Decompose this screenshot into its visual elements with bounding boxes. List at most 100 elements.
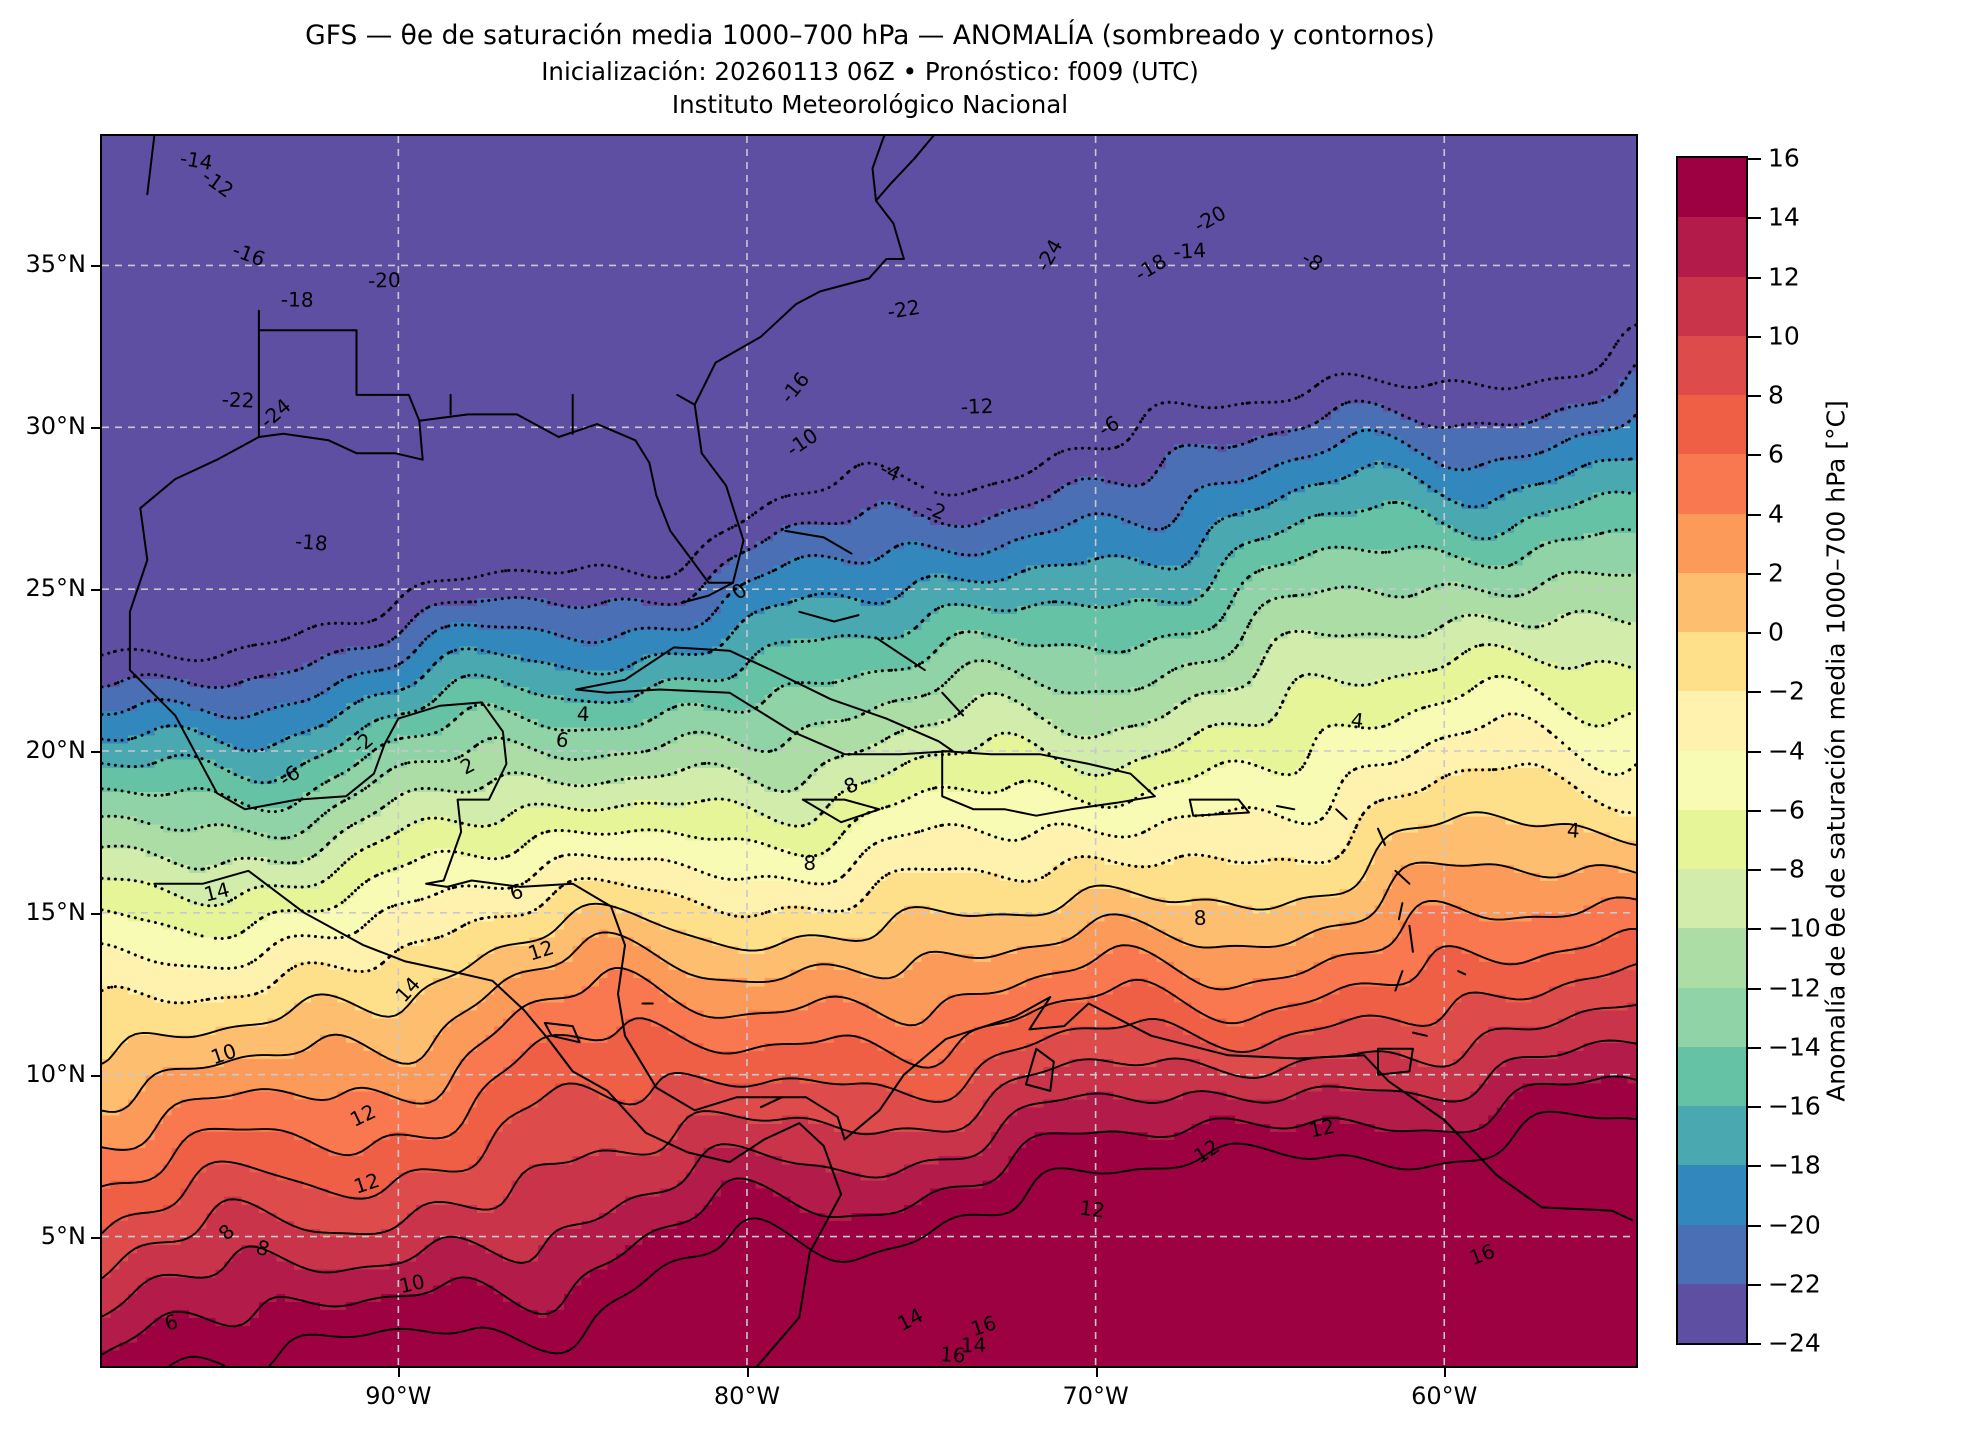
colorbar-tick-label: −12	[1768, 973, 1821, 1002]
x-tick-mark	[747, 1368, 749, 1377]
colorbar-band	[1678, 928, 1746, 987]
contour-label: 12	[1078, 1196, 1106, 1223]
colorbar-band	[1678, 1047, 1746, 1106]
x-tick-mark	[1444, 1368, 1446, 1377]
colorbar-tick-mark	[1748, 573, 1761, 575]
colorbar-band	[1678, 1106, 1746, 1165]
colorbar-tick-label: 8	[1768, 381, 1784, 410]
chart-subtitle: Inicialización: 20260113 06Z • Pronóstic…	[0, 55, 1740, 89]
contour-label: -14	[1173, 238, 1207, 264]
contour-label: -20	[368, 268, 401, 293]
colorbar-tick-mark	[1748, 1106, 1761, 1108]
x-tick-label: 80°W	[667, 1382, 827, 1410]
contour-label: -12	[960, 394, 993, 419]
colorbar-tick-mark	[1748, 395, 1761, 397]
contour-label: 4	[576, 702, 589, 726]
colorbar-band	[1678, 988, 1746, 1047]
y-tick-label: 35°N	[0, 250, 86, 278]
colorbar-tick-mark	[1748, 751, 1761, 753]
colorbar-tick-mark	[1748, 454, 1761, 456]
y-tick-mark	[91, 427, 100, 429]
contour-label: -18	[281, 287, 314, 312]
chart-title: GFS — θe de saturación media 1000–700 hP…	[0, 18, 1740, 55]
colorbar-tick-mark	[1748, 1284, 1761, 1286]
colorbar-band	[1678, 1225, 1746, 1284]
x-tick-label: 90°W	[318, 1382, 478, 1410]
x-tick-label: 60°W	[1364, 1382, 1524, 1410]
colorbar-band	[1678, 1165, 1746, 1224]
y-tick-label: 25°N	[0, 574, 86, 602]
colorbar-tick-label: 14	[1768, 203, 1800, 232]
colorbar-tick-label: −14	[1768, 1032, 1821, 1061]
y-tick-mark	[91, 1075, 100, 1077]
y-tick-mark	[91, 1237, 100, 1239]
colorbar-band	[1678, 514, 1746, 573]
map-plot-area: -24 -24 -22 -22 -20 -20 -18 -18 -18 -16 -16 -14 -14-…	[100, 134, 1638, 1368]
colorbar	[1676, 156, 1748, 1345]
colorbar-tick-mark	[1748, 869, 1761, 871]
y-tick-label: 20°N	[0, 736, 86, 764]
colorbar-tick-label: −18	[1768, 1151, 1821, 1180]
colorbar-tick-label: −2	[1768, 677, 1805, 706]
y-tick-label: 5°N	[0, 1222, 86, 1250]
colorbar-label: Anomalía de θe de saturación media 1000–…	[1822, 400, 1851, 1102]
colorbar-tick-label: 2	[1768, 558, 1784, 587]
chart-page: GFS — θe de saturación media 1000–700 hP…	[0, 0, 1980, 1440]
colorbar-tick-label: 6	[1768, 440, 1784, 469]
title-block: GFS — θe de saturación media 1000–700 hP…	[0, 18, 1740, 122]
colorbar-tick-label: −24	[1768, 1329, 1821, 1358]
y-tick-label: 30°N	[0, 412, 86, 440]
colorbar-band	[1678, 217, 1746, 276]
colorbar-band	[1678, 454, 1746, 513]
colorbar-tick-mark	[1748, 217, 1761, 219]
colorbar-tick-label: 16	[1768, 144, 1800, 173]
y-tick-mark	[91, 913, 100, 915]
colorbar-tick-label: −16	[1768, 1092, 1821, 1121]
colorbar-tick-label: −20	[1768, 1210, 1821, 1239]
colorbar-band	[1678, 1284, 1746, 1343]
colorbar-tick-mark	[1748, 810, 1761, 812]
contour-label: -22	[221, 387, 255, 412]
x-tick-mark	[398, 1368, 400, 1377]
colorbar-tick-mark	[1748, 336, 1761, 338]
colorbar-band	[1678, 632, 1746, 691]
colorbar-band	[1678, 573, 1746, 632]
colorbar-tick-label: 0	[1768, 618, 1784, 647]
contour-label: 8	[803, 851, 816, 875]
colorbar-tick-label: −4	[1768, 736, 1805, 765]
colorbar-band	[1678, 336, 1746, 395]
contour-label: 16	[939, 1342, 966, 1366]
colorbar-band	[1678, 810, 1746, 869]
map-field: -24-24-22-22-20-20-18-18-18-16-16-14-14-…	[102, 136, 1636, 1366]
colorbar-band	[1678, 395, 1746, 454]
colorbar-tick-label: −22	[1768, 1269, 1821, 1298]
colorbar-band	[1678, 751, 1746, 810]
colorbar-tick-mark	[1748, 988, 1761, 990]
y-tick-label: 10°N	[0, 1060, 86, 1088]
contour-label: 4	[1566, 818, 1580, 843]
colorbar-tick-label: 12	[1768, 262, 1800, 291]
colorbar-tick-label: 4	[1768, 499, 1784, 528]
chart-source: Instituto Meteorológico Nacional	[0, 88, 1740, 122]
colorbar-tick-mark	[1748, 928, 1761, 930]
colorbar-tick-label: −6	[1768, 795, 1805, 824]
colorbar-band	[1678, 277, 1746, 336]
colorbar-band	[1678, 691, 1746, 750]
colorbar-tick-mark	[1748, 1225, 1761, 1227]
colorbar-tick-mark	[1748, 277, 1761, 279]
colorbar-tick-mark	[1748, 1343, 1761, 1345]
colorbar-tick-label: −8	[1768, 855, 1805, 884]
contour-label: -18	[294, 529, 329, 556]
colorbar-band	[1678, 869, 1746, 928]
colorbar-tick-mark	[1748, 514, 1761, 516]
colorbar-tick-mark	[1748, 158, 1761, 160]
x-tick-mark	[1096, 1368, 1098, 1377]
colorbar-tick-label: −10	[1768, 914, 1821, 943]
colorbar-tick-mark	[1748, 1047, 1761, 1049]
y-tick-mark	[91, 751, 100, 753]
y-tick-label: 15°N	[0, 898, 86, 926]
colorbar-tick-mark	[1748, 632, 1761, 634]
x-tick-label: 70°W	[1016, 1382, 1176, 1410]
y-tick-mark	[91, 265, 100, 267]
colorbar-tick-mark	[1748, 691, 1761, 693]
